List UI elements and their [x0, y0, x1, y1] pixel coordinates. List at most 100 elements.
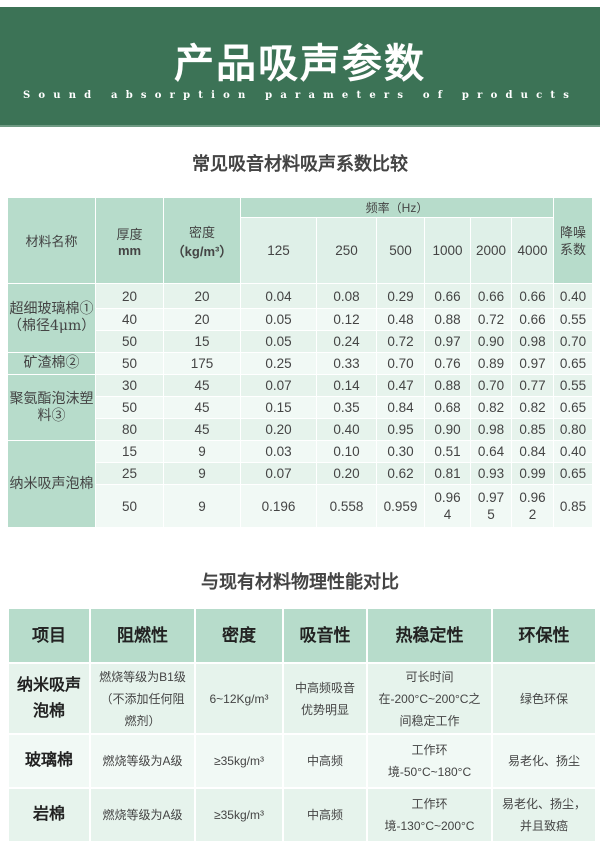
- header-thickness: 厚度 mm: [95, 197, 164, 284]
- table-cell: 0.40: [553, 283, 594, 309]
- table-cell: 0.66: [510, 283, 555, 309]
- table-cell: 30: [95, 374, 164, 397]
- page-subtitle: Sound absorption parameters of products: [22, 90, 578, 101]
- table-cell: 0.66: [510, 308, 555, 331]
- table-cell: 0.05: [240, 308, 317, 331]
- table-cell: 0.964: [424, 484, 471, 528]
- table-cell: 45: [163, 418, 241, 441]
- table-row: 25 9 0.07 0.20 0.62 0.81 0.93 0.99 0.65: [8, 462, 594, 485]
- material-name: 超细玻璃棉①（棉径4μm）: [7, 283, 96, 353]
- table-cell: 0.82: [470, 396, 512, 419]
- table-cell: 6~12Kg/m³: [194, 662, 284, 735]
- table-cell: 40: [95, 308, 164, 331]
- table-cell: 0.84: [510, 440, 555, 463]
- table-cell: 50: [95, 330, 164, 353]
- table-cell: 0.97: [510, 352, 555, 375]
- table-cell: 0.959: [376, 484, 425, 528]
- table-cell: 0.35: [316, 396, 377, 419]
- table-row: 矿渣棉② 50 175 0.25 0.33 0.70 0.76 0.89 0.97 0.65: [7, 352, 594, 375]
- table-cell: 0.51: [424, 440, 471, 463]
- table-cell: 0.81: [424, 462, 471, 485]
- table-cell: 0.04: [240, 283, 317, 309]
- table-cell: 0.98: [470, 418, 512, 441]
- table-cell: 燃烧等级为A级: [89, 733, 196, 789]
- comparison-table: 项目 阻燃性 密度 吸音性 热稳定性 环保性 纳米吸声泡棉 燃烧等级为B1级（不添加任何阻燃剂…: [7, 607, 597, 843]
- table-cell: 0.72: [470, 308, 512, 331]
- page-title: 产品吸声参数: [174, 40, 426, 87]
- table-cell: 0.99: [510, 462, 555, 485]
- table-row: 40 20 0.05 0.12 0.48 0.88 0.72 0.66 0.55: [8, 308, 594, 331]
- table-cell: 易老化、扬尘: [491, 733, 597, 789]
- table-cell: 绿色环保: [491, 662, 597, 735]
- table-cell: 50: [95, 352, 164, 375]
- table-cell: 0.98: [510, 330, 555, 353]
- table-cell: 0.962: [510, 484, 555, 528]
- table-cell: 0.70: [470, 374, 512, 397]
- table-cell: 玻璃棉: [7, 733, 91, 789]
- table-cell: 0.66: [424, 283, 471, 309]
- table-cell: 工作环境-130°C~200°C: [366, 787, 493, 843]
- table-cell: 0.30: [376, 440, 425, 463]
- table-row: 玻璃棉 燃烧等级为A级 ≥35kg/m³ 中高频 工作环境-50°C~180°C 易老化、…: [7, 733, 597, 789]
- table-cell: 0.90: [424, 418, 471, 441]
- header-freq-125: 125: [240, 217, 317, 284]
- table-cell: 0.15: [240, 396, 317, 419]
- table-cell: 工作环境-50°C~180°C: [366, 733, 493, 789]
- table-cell: 175: [163, 352, 241, 375]
- table-cell: 0.975: [470, 484, 512, 528]
- table-cell: 20: [95, 283, 164, 309]
- table-cell: 0.55: [553, 308, 594, 331]
- table-cell: 0.07: [240, 374, 317, 397]
- table-cell: 0.12: [316, 308, 377, 331]
- table-cell: 0.68: [424, 396, 471, 419]
- table-cell: 0.33: [316, 352, 377, 375]
- header-cell: 项目: [7, 607, 91, 664]
- header-density: 密度 （kg/m³）: [163, 197, 241, 284]
- header-freq-250: 250: [316, 217, 377, 284]
- table-row: 80 45 0.20 0.40 0.95 0.90 0.98 0.85 0.80: [8, 418, 594, 441]
- table-row: 50 15 0.05 0.24 0.72 0.97 0.90 0.98 0.70: [8, 330, 594, 353]
- table-cell: 燃烧等级为B1级（不添加任何阻燃剂）: [89, 662, 196, 735]
- table-row: 聚氨酯泡沫塑料③ 30 45 0.07 0.14 0.47 0.88 0.70 0.77 0.55: [7, 374, 594, 441]
- header-frequency: 频率（Hz）: [239, 197, 555, 218]
- table-row: 超细玻璃棉①（棉径4μm） 20 20 0.04 0.08 0.29 0.66 0.66 0.6…: [7, 283, 594, 353]
- table-cell: 0.196: [240, 484, 317, 528]
- table-cell: 0.05: [240, 330, 317, 353]
- table-cell: 中高频吸音优势明显: [282, 662, 368, 735]
- table-cell: 0.558: [316, 484, 377, 528]
- table-cell: 易老化、扬尘，并且致癌: [491, 787, 597, 843]
- table-cell: 0.90: [470, 330, 512, 353]
- table-cell: 0.95: [376, 418, 425, 441]
- table-cell: 0.14: [316, 374, 377, 397]
- table-row: 纳米吸声泡棉 燃烧等级为B1级（不添加任何阻燃剂） 6~12Kg/m³ 中高频吸音优势…: [7, 662, 597, 735]
- table-cell: 0.76: [424, 352, 471, 375]
- table-cell: 0.88: [424, 308, 471, 331]
- table-cell: 0.07: [240, 462, 317, 485]
- header-cell: 密度: [194, 607, 284, 664]
- table-cell: 0.82: [510, 396, 555, 419]
- table-cell: 25: [95, 462, 164, 485]
- header-name: 材料名称: [7, 197, 96, 284]
- table-cell: 15: [95, 440, 164, 463]
- table-cell: 0.97: [424, 330, 471, 353]
- table-cell: 0.40: [316, 418, 377, 441]
- table-cell: 0.08: [316, 283, 377, 309]
- table-cell: 20: [163, 308, 241, 331]
- material-name: 聚氨酯泡沫塑料③: [7, 374, 96, 441]
- table-cell: 0.40: [553, 440, 594, 463]
- header-row: 项目 阻燃性 密度 吸音性 热稳定性 环保性: [7, 607, 597, 664]
- header-freq-500: 500: [376, 217, 425, 284]
- table-cell: 50: [95, 396, 164, 419]
- table-cell: 纳米吸声泡棉: [7, 662, 91, 735]
- table-cell: 0.88: [424, 374, 471, 397]
- table-cell: 0.85: [553, 484, 594, 528]
- table-cell: 0.10: [316, 440, 377, 463]
- table-row: 岩棉 燃烧等级为A级 ≥35kg/m³ 中高频 工作环境-130°C~200°C 易老化、…: [7, 787, 597, 843]
- table-cell: 80: [95, 418, 164, 441]
- table-cell: 0.72: [376, 330, 425, 353]
- table-cell: 15: [163, 330, 241, 353]
- table-cell: 0.70: [553, 330, 594, 353]
- table-cell: 0.70: [376, 352, 425, 375]
- table-cell: 中高频: [282, 787, 368, 843]
- table-cell: 0.03: [240, 440, 317, 463]
